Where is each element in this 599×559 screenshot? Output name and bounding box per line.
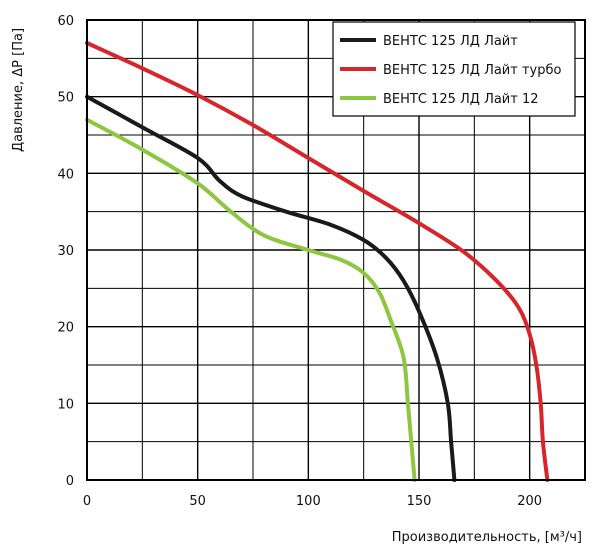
plot-border bbox=[86, 19, 586, 481]
y-tick-label: 20 bbox=[57, 321, 74, 336]
legend-label-0: ВЕНТС 125 ЛД Лайт bbox=[383, 34, 518, 49]
x-tick-label: 0 bbox=[83, 494, 91, 509]
x-tick-label: 100 bbox=[296, 494, 321, 509]
series-line-0 bbox=[85, 94, 457, 482]
y-tick-label: 30 bbox=[57, 244, 74, 259]
legend: ВЕНТС 125 ЛД Лайт ВЕНТС 125 ЛД Лайт турб… bbox=[332, 21, 576, 117]
legend-label-2: ВЕНТС 125 ЛД Лайт 12 bbox=[383, 92, 539, 107]
x-tick-label: 50 bbox=[189, 494, 206, 509]
x-axis-label: Производительность, [м³/ч] bbox=[392, 530, 582, 545]
tick-labels: 0 50 100 150 200 0 10 20 30 40 50 60 bbox=[57, 14, 542, 509]
series-line-1 bbox=[85, 41, 550, 482]
y-tick-label: 10 bbox=[57, 397, 74, 412]
legend-label-1: ВЕНТС 125 ЛД Лайт турбо bbox=[383, 63, 561, 78]
y-tick-label: 0 bbox=[66, 474, 74, 489]
series-layer bbox=[85, 41, 550, 482]
x-tick-label: 150 bbox=[407, 494, 432, 509]
series-line-2 bbox=[85, 117, 417, 482]
y-tick-label: 40 bbox=[57, 167, 74, 182]
y-tick-label: 50 bbox=[57, 91, 74, 106]
y-tick-label: 60 bbox=[57, 14, 74, 29]
y-axis-label: Давление, ΔP [Па] bbox=[11, 28, 26, 152]
x-tick-label: 200 bbox=[517, 494, 542, 509]
